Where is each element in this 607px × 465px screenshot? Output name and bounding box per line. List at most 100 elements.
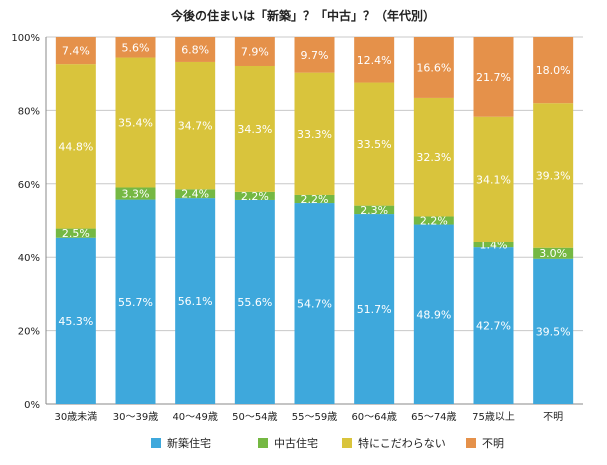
data-label: 34.1% [476,173,511,186]
data-label: 2.4% [181,188,209,201]
data-label: 9.7% [301,49,329,62]
bar-segment [533,103,574,248]
bar-segment [294,194,335,204]
bar-segment [413,224,454,404]
y-tick-label: 60% [18,180,40,191]
data-label: 55.6% [237,296,272,309]
data-label: 44.8% [58,140,93,153]
y-tick-label: 0% [24,400,40,411]
bar-segment [533,258,574,404]
bar-segment [413,97,454,217]
axes: 0% 20% 40% 60% 80% 100% 30歳未満 30〜39歳 40〜49歳 50〜54… [11,33,583,423]
legend-label: 中古住宅 [274,436,318,450]
data-label: 39.3% [536,169,571,182]
data-label: 32.3% [416,151,451,164]
data-label: 33.5% [357,138,392,151]
bar-segment [234,191,275,200]
data-label: 7.4% [62,45,90,58]
bar-segment [354,37,395,83]
bar-segment [234,199,275,404]
x-tick-label: 75歳以上 [472,411,515,423]
legend-swatch [258,438,268,448]
data-label: 16.6% [416,61,451,74]
data-label: 3.0% [539,247,567,260]
bar-segment [413,37,454,98]
legend-swatch [151,438,161,448]
data-label: 3.3% [122,188,150,201]
legend: 新築住宅 中古住宅 特にこだわらない 不明 [151,436,504,450]
bar-segment [175,189,216,199]
data-label: 21.7% [476,71,511,84]
bar-segment [294,37,335,73]
data-label: 45.3% [58,315,93,328]
bars: 45.3% 2.5% 44.8% 7.4% 55.7% 3.3% 35.4% 5.6% 56.1… [55,37,574,404]
bar-segment [234,37,275,66]
data-label: 18.0% [536,64,571,77]
legend-label: 新築住宅 [167,436,211,450]
bar-segment [115,187,156,200]
bar-segment [55,228,96,238]
data-label: 34.3% [237,123,272,136]
x-tick-label: 40〜49歳 [172,411,217,423]
data-label: 34.7% [178,120,213,133]
bar-segment [354,214,395,404]
x-tick-label: 55〜59歳 [292,411,337,423]
chart-title: 今後の住まいは「新築」？「中古」？（年代別） [170,8,435,23]
data-label: 2.3% [360,204,388,217]
bar-segment [294,203,335,404]
data-label: 33.3% [297,128,332,141]
bar-segment [473,241,514,248]
y-tick-label: 100% [11,33,40,44]
bar-segment [533,37,574,104]
y-tick-label: 80% [18,106,40,117]
bar-segment [354,205,395,215]
legend-swatch [466,438,476,448]
bar-segment [473,37,514,117]
data-label: 7.9% [241,45,269,58]
data-label: 2.2% [301,193,329,206]
x-tick-label: 50〜54歳 [232,411,277,423]
bar-segment [473,247,514,404]
data-label: 5.6% [122,41,150,54]
bar-segment [413,216,454,225]
legend-swatch [342,438,352,448]
x-tick-label: 60〜64歳 [351,411,396,423]
bar-segment [115,199,156,404]
legend-label: 特にこだわらない [358,436,446,450]
bar-segment [234,65,275,192]
bar-segment [115,57,156,188]
data-label: 51.7% [357,303,392,316]
x-tick-label: 30歳未満 [54,411,97,423]
data-label: 35.4% [118,117,153,130]
bar-segment [55,64,96,229]
data-label: 2.5% [62,227,90,240]
bar-segment [294,72,335,195]
y-tick-label: 20% [18,327,40,338]
data-label: 54.7% [297,298,332,311]
data-label: 6.8% [181,43,209,56]
data-label: 56.1% [178,295,213,308]
data-label: 2.2% [241,190,269,203]
x-tick-label: 30〜39歳 [113,411,158,423]
data-label: 2.2% [420,215,448,228]
x-tick-label: 不明 [543,411,563,423]
bar-segment [115,37,156,58]
bar-segment [55,37,96,65]
data-label: 42.7% [476,320,511,333]
bar-segment [354,82,395,206]
data-label: 48.9% [416,308,451,321]
bar-segment [55,237,96,404]
legend-label: 不明 [482,437,504,450]
bar-segment [175,37,216,62]
bar-segment [533,247,574,259]
bar-segment [175,61,216,190]
data-label: 55.7% [118,296,153,309]
data-label: 12.4% [357,54,392,67]
data-label: 39.5% [536,325,571,338]
y-tick-label: 40% [18,253,40,264]
bar-segment [473,116,514,242]
x-tick-label: 65〜74歳 [411,411,456,423]
bar-segment [175,198,216,404]
